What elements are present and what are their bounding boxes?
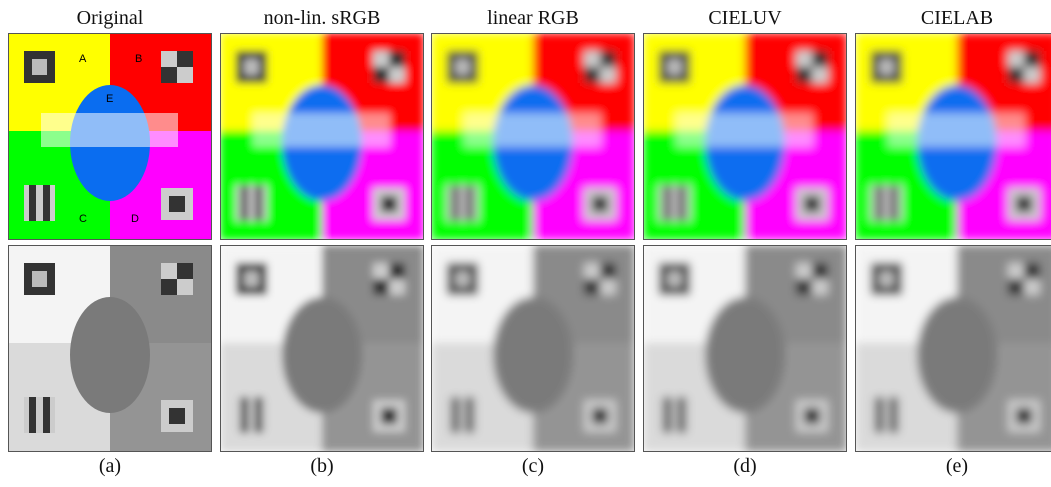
image-panel [855,245,1051,452]
column-title: CIELUV [708,7,782,29]
column-title: non-lin. sRGB [264,7,381,29]
region-label: A [79,53,87,65]
test-image [643,245,847,452]
column-caption: (c) [522,455,544,477]
column-title: Original [77,7,144,29]
test-image [855,33,1051,240]
image-panel [643,245,847,452]
test-image [643,33,847,240]
image-panel [8,33,212,240]
test-image [431,33,635,240]
test-image [220,33,424,240]
image-panel [643,33,847,240]
test-image [855,245,1051,452]
test-image [431,245,635,452]
test-image [8,33,212,240]
column-title: CIELAB [921,7,993,29]
image-panel [220,245,424,452]
image-panel [220,33,424,240]
region-label: B [135,53,142,65]
image-panel [855,33,1051,240]
region-label: C [79,213,87,225]
column-caption: (d) [733,455,756,477]
region-label: D [131,213,139,225]
column-caption: (a) [99,455,121,477]
figure: Original (a) non-lin. sRGB (b) linear RGB (c)… [0,0,1051,482]
column-caption: (b) [310,455,333,477]
image-panel [8,245,212,452]
column-caption: (e) [946,455,968,477]
test-image [8,245,212,452]
image-panel [431,245,635,452]
image-panel [431,33,635,240]
test-image [220,245,424,452]
region-label: E [106,93,113,105]
column-title: linear RGB [487,7,579,29]
